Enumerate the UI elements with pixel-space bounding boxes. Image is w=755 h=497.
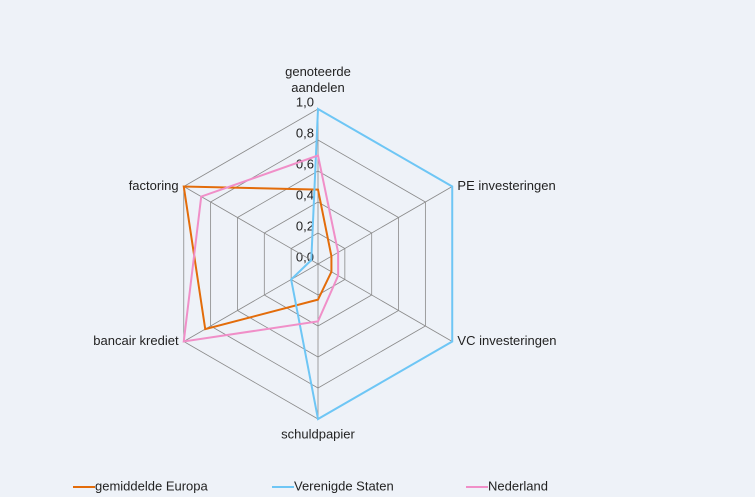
category-label: schuldpapier: [281, 426, 355, 441]
category-label: VC investeringen: [457, 333, 556, 348]
axis-spoke: [183, 263, 319, 342]
series-line: [182, 154, 340, 343]
category-label: factoring: [129, 178, 179, 193]
axis-spoke: [317, 263, 453, 342]
legend-label: Verenigde Staten: [294, 478, 394, 493]
series-line: [182, 185, 333, 331]
category-label: bancair krediet: [93, 333, 179, 348]
series-line: [290, 107, 454, 421]
r-tick-label: 0,8: [296, 125, 314, 140]
legend-label: gemiddelde Europa: [95, 478, 209, 493]
r-tick-label: 0,4: [296, 187, 314, 202]
r-tick-label: 1,0: [296, 94, 314, 109]
category-label: genoteerde aandelen: [285, 64, 351, 95]
r-tick-label: 0,2: [296, 218, 314, 233]
axis-spoke: [317, 186, 453, 265]
r-tick-label: 0,6: [296, 156, 314, 171]
legend-label: Nederland: [488, 478, 548, 493]
category-label: PE investeringen: [457, 178, 555, 193]
axis-spoke: [183, 186, 319, 265]
